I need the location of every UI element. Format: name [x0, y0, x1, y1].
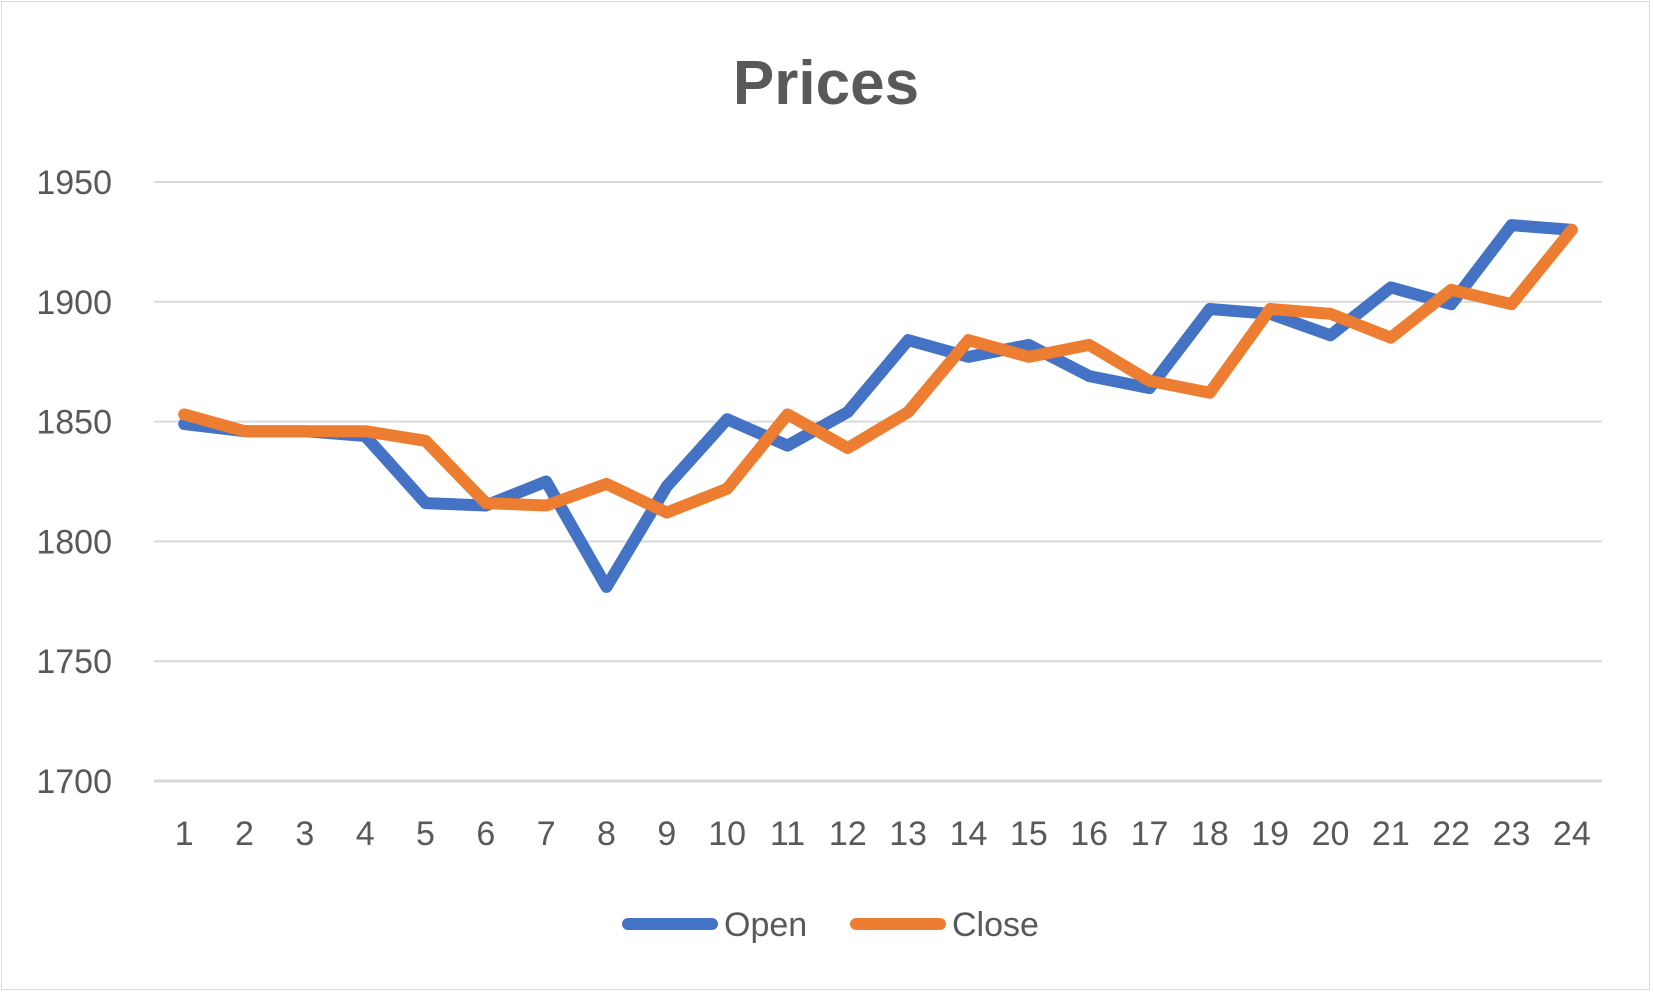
- x-tick-label: 11: [770, 815, 805, 853]
- x-tick-label: 4: [356, 815, 375, 853]
- y-axis-tick-labels: 1700 1750 1800 1850 1900 1950: [36, 164, 112, 801]
- x-tick-label: 10: [708, 815, 746, 853]
- y-tick-label: 1700: [36, 763, 112, 801]
- x-tick-label: 6: [476, 815, 495, 853]
- x-tick-label: 5: [416, 815, 435, 853]
- x-tick-label: 8: [597, 815, 616, 853]
- x-tick-label: 7: [537, 815, 556, 853]
- gridlines: [154, 181, 1602, 783]
- x-axis-tick-labels: 1 2 3 4 5 6 7 8 9 10 11 12 13 14 15 16 17 18 19 20 21 22 23 24: [175, 815, 1591, 853]
- x-tick-label: 23: [1493, 815, 1531, 853]
- legend-label-close: Close: [952, 906, 1039, 944]
- x-tick-label: 9: [657, 815, 676, 853]
- x-tick-label: 22: [1432, 815, 1470, 853]
- legend-label-open: Open: [724, 906, 807, 944]
- series-line-open: [178, 219, 1578, 593]
- y-tick-label: 1950: [36, 164, 112, 202]
- x-tick-label: 17: [1131, 815, 1169, 853]
- x-tick-label: 18: [1191, 815, 1229, 853]
- legend: Open Close: [622, 906, 1039, 944]
- x-tick-label: 13: [889, 815, 927, 853]
- x-tick-label: 12: [829, 815, 867, 853]
- y-tick-label: 1750: [36, 643, 112, 681]
- x-tick-label: 1: [175, 815, 194, 853]
- x-tick-label: 24: [1553, 815, 1591, 853]
- x-tick-label: 20: [1312, 815, 1350, 853]
- x-tick-label: 21: [1372, 815, 1410, 853]
- y-tick-label: 1900: [36, 284, 112, 322]
- chart-title: Prices: [733, 49, 919, 118]
- x-tick-label: 16: [1070, 815, 1108, 853]
- x-tick-label: 15: [1010, 815, 1048, 853]
- y-tick-label: 1800: [36, 523, 112, 561]
- y-tick-label: 1850: [36, 404, 112, 442]
- series-line-close: [178, 223, 1578, 519]
- x-tick-label: 3: [295, 815, 314, 853]
- x-tick-label: 2: [235, 815, 254, 853]
- series-lines: [178, 219, 1578, 593]
- x-tick-label: 14: [950, 815, 988, 853]
- x-tick-label: 19: [1251, 815, 1289, 853]
